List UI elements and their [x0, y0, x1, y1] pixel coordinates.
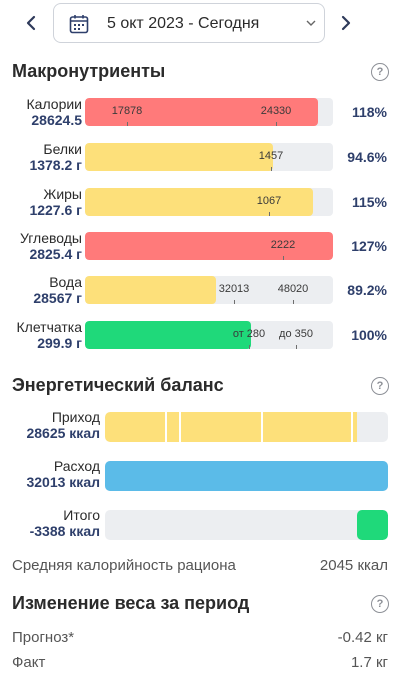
weight-change-help-icon[interactable]: ?: [371, 595, 389, 613]
norm-tick: [269, 212, 270, 216]
macro-percent: 100%: [351, 327, 387, 343]
intake-segment-divider: [261, 412, 263, 442]
macro-row: Вода 28567 г 32013 48020 89.2%: [0, 274, 401, 314]
weight-change-title: Изменение веса за период: [12, 593, 250, 613]
norm-marker-label: 1457: [258, 150, 284, 162]
macro-percent: 89.2%: [347, 282, 387, 298]
macro-progress-fill: [85, 143, 273, 171]
energy-total-label: Итого: [63, 507, 100, 523]
macro-value: 1378.2 г: [29, 157, 82, 173]
macro-percent: 94.6%: [347, 149, 387, 165]
macro-row: Клетчатка 299.9 г от 280 до 350 100%: [0, 319, 401, 359]
weight-fact-value: 1.7 кг: [350, 654, 388, 671]
chevron-down-icon: [306, 20, 316, 26]
energy-intake-bar: [105, 412, 388, 442]
energy-total-row: Итого -3388 ккал: [0, 507, 401, 547]
energy-expense-row: Расход 32013 ккал: [0, 458, 401, 498]
macro-label: Белки: [43, 141, 82, 157]
energy-expense-bar: [105, 461, 388, 491]
energy-expense-value: 32013 ккал: [26, 474, 100, 490]
norm-marker-label: 17878: [111, 105, 143, 117]
norm-marker-label: 1067: [256, 195, 282, 207]
norm-tick: [293, 300, 294, 304]
macro-progress-bar: 2222: [85, 232, 333, 260]
intake-segment-divider: [351, 412, 353, 442]
norm-marker-label: от 280: [232, 328, 266, 340]
macro-progress-fill: [85, 276, 216, 304]
intake-segment-divider: [165, 412, 167, 442]
calendar-icon: [69, 15, 89, 34]
energy-intake-label: Приход: [51, 409, 100, 425]
norm-marker-label: 2222: [270, 239, 296, 251]
macro-progress-bar: от 280 до 350: [85, 321, 333, 349]
norm-tick: [283, 256, 284, 260]
norm-tick: [249, 345, 250, 349]
norm-marker-label: до 350: [279, 328, 313, 340]
macro-percent: 127%: [351, 238, 387, 254]
previous-day-button[interactable]: [17, 9, 45, 37]
energy-total-fill: [357, 510, 388, 540]
macro-value: 2825.4 г: [29, 246, 82, 262]
macro-progress-bar: 1457: [85, 143, 333, 171]
macro-progress-fill: [85, 321, 251, 349]
macro-progress-fill: [85, 232, 333, 260]
macro-label: Клетчатка: [16, 319, 82, 335]
chevron-left-icon: [26, 15, 36, 31]
norm-tick: [296, 345, 297, 349]
macronutrients-help-icon[interactable]: ?: [371, 63, 389, 81]
macro-row: Калории 28624.5 17878 24330 118%: [0, 96, 401, 136]
macro-value: 299.9 г: [37, 335, 82, 351]
macro-row: Жиры 1227.6 г 1067 115%: [0, 186, 401, 226]
macro-progress-fill: [85, 98, 318, 126]
energy-balance-title: Энергетический баланс: [12, 375, 224, 395]
next-day-button[interactable]: [332, 9, 360, 37]
macro-label: Вода: [49, 274, 82, 290]
norm-tick: [271, 167, 272, 171]
macronutrients-title: Макронутриенты: [12, 61, 166, 81]
macro-value: 28624.5: [31, 112, 82, 128]
macro-progress-fill: [85, 188, 313, 216]
macro-label: Калории: [26, 96, 82, 112]
macro-label: Углеводы: [19, 230, 82, 246]
weight-forecast-label: Прогноз*: [12, 629, 75, 646]
macro-progress-bar: 17878 24330: [85, 98, 333, 126]
energy-intake-fill: [105, 412, 357, 442]
macro-row: Углеводы 2825.4 г 2222 127%: [0, 230, 401, 270]
energy-expense-fill: [105, 461, 388, 491]
norm-marker-label: 48020: [277, 283, 309, 295]
energy-intake-row: Приход 28625 ккал: [0, 409, 401, 449]
energy-expense-label: Расход: [53, 458, 100, 474]
energy-balance-help-icon[interactable]: ?: [371, 377, 389, 395]
average-calories-label: Средняя калорийность рациона: [12, 557, 236, 574]
selected-date-label: 5 окт 2023 - Сегодня: [107, 15, 260, 32]
weight-forecast-value: -0.42 кг: [337, 629, 388, 646]
intake-segment-divider: [179, 412, 181, 442]
macro-value: 28567 г: [33, 290, 82, 306]
macro-percent: 115%: [351, 194, 387, 210]
chevron-right-icon: [341, 15, 351, 31]
norm-marker-label: 24330: [260, 105, 292, 117]
macro-progress-bar: 1067: [85, 188, 333, 216]
weight-fact-label: Факт: [12, 654, 46, 671]
norm-tick: [276, 122, 277, 126]
norm-tick: [234, 300, 235, 304]
date-navigation-bar: 5 окт 2023 - Сегодня: [0, 0, 401, 46]
energy-total-bar: [105, 510, 388, 540]
macro-label: Жиры: [43, 186, 82, 202]
average-calories-value: 2045 ккал: [319, 557, 388, 574]
macro-value: 1227.6 г: [29, 202, 82, 218]
macro-percent: 118%: [351, 104, 387, 120]
norm-marker-label: 32013: [218, 283, 250, 295]
norm-tick: [127, 122, 128, 126]
energy-intake-value: 28625 ккал: [26, 425, 100, 441]
macro-progress-bar: 32013 48020: [85, 276, 333, 304]
macro-row: Белки 1378.2 г 1457 94.6%: [0, 141, 401, 181]
date-range-select[interactable]: 5 окт 2023 - Сегодня: [53, 3, 325, 43]
energy-total-value: -3388 ккал: [29, 523, 100, 539]
